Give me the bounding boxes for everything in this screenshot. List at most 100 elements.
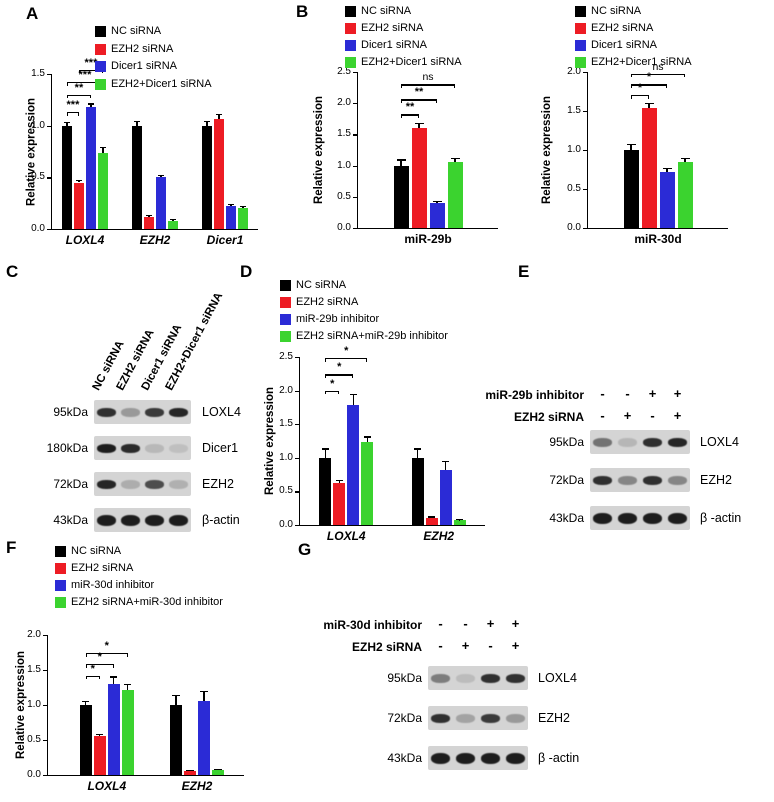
blot-strip (94, 472, 191, 496)
significance-label: * (646, 71, 652, 84)
panel-label-e: E (518, 262, 530, 281)
sig-bracket (401, 114, 419, 116)
y-tick (47, 177, 51, 179)
y-tick (353, 228, 357, 230)
bar-ezh2-dicer1-sirna-mir-30d (677, 161, 693, 228)
sig-bracket-end (78, 69, 81, 74)
error-bar-cap (321, 448, 329, 450)
y-tick-label: 2.5 (279, 351, 293, 362)
treatment-label: miR-30d inhibitor (323, 618, 422, 632)
bar-ezh2-sirna-dicer1 (214, 119, 225, 229)
legend-label: NC siRNA (296, 279, 347, 291)
legend-color-swatch (280, 314, 291, 325)
sig-bracket-end (631, 73, 633, 78)
x-axis (47, 775, 244, 777)
y-tick (583, 111, 587, 113)
error-bar (206, 121, 208, 126)
error-bar (454, 158, 456, 163)
y-tick-label: 2.0 (27, 629, 41, 640)
legend-label: miR-30d inhibitor (71, 579, 155, 591)
sig-bracket-end (418, 114, 420, 118)
significance-label: * (104, 640, 109, 653)
panel-label-d: D (240, 262, 253, 281)
error-bar (431, 516, 433, 519)
bar-ezh2-sirna-loxl4 (93, 735, 106, 775)
y-tick-label: 0.5 (27, 734, 41, 745)
legend-label: EZH2+Dicer1 siRNA (591, 56, 692, 68)
blot-band (506, 673, 525, 683)
sig-bracket (631, 73, 685, 75)
blot-band (145, 443, 165, 453)
error-bar (66, 122, 68, 126)
treatment-symbol: - (625, 386, 630, 401)
protein-label: LOXL4 (538, 671, 577, 685)
bar-ezh2-sirna-ezh2 (144, 216, 154, 229)
error-bar-cap (363, 436, 371, 438)
legend-label: EZH2 siRNA (111, 42, 174, 55)
bar-ezh2-sirna-mir-30d-inhibitor-ezh2 (211, 770, 224, 775)
error-bar (417, 449, 419, 458)
x-category-label: Dicer1 (206, 233, 244, 247)
protein-label: LOXL4 (202, 405, 241, 419)
error-bar-cap (87, 103, 94, 105)
treatment-symbol: + (461, 638, 470, 653)
error-bar (352, 394, 354, 406)
legend-label: EZH2+Dicer1 siRNA (111, 77, 212, 90)
error-bar (400, 159, 402, 166)
y-tick (43, 670, 47, 672)
panel-g-western-blot: miR-30d inhibitor - - + + EZH2 siRNA - + - +95kDa… (300, 540, 630, 802)
sig-bracket-end (631, 95, 633, 99)
blot-band (120, 514, 140, 526)
bar-ezh2-sirna-ezh2 (425, 518, 438, 525)
sig-bracket (85, 664, 114, 666)
x-category-label: EZH2 (139, 233, 171, 247)
error-bar (366, 436, 368, 443)
significance-label: *** (84, 56, 98, 69)
error-bar-cap (680, 157, 690, 160)
blot-band (431, 713, 450, 723)
sig-bracket-end (401, 114, 403, 118)
treatment-symbol: - (600, 386, 605, 401)
bar-dicer1-sirna-dicer1 (226, 206, 237, 229)
y-tick-label: 1.5 (27, 664, 41, 675)
y-axis (587, 72, 589, 229)
y-tick-label: 1.0 (31, 119, 45, 131)
molecular-weight-label: 72kDa (387, 711, 422, 725)
y-tick (295, 357, 299, 359)
y-tick (583, 189, 587, 191)
blot-band (643, 475, 662, 485)
y-tick (295, 390, 299, 392)
treatment-symbol: + (673, 408, 682, 423)
error-bar-cap (170, 219, 176, 221)
sig-bracket (66, 82, 103, 84)
y-tick-label: 0.0 (27, 769, 41, 780)
legend-label: Dicer1 siRNA (361, 39, 428, 51)
error-bar (78, 180, 80, 183)
blot-band (668, 437, 687, 447)
y-axis-label: Relative expression (264, 386, 276, 496)
blot-band (643, 437, 662, 447)
y-tick-label: 0.0 (279, 519, 293, 530)
panel-b-mir29b-bar-chart: 0.0 0.5 1.0 1.5 2.0 2.5 Relative expression ** *… (300, 0, 518, 252)
sig-bracket-end (631, 84, 633, 88)
blot-band (145, 479, 165, 489)
y-tick-label: 1.5 (279, 418, 293, 430)
sig-bracket-end (89, 94, 92, 99)
treatment-symbol: - (600, 408, 605, 423)
sig-bracket-end (66, 112, 69, 116)
treatment-symbol: - (650, 408, 655, 423)
molecular-weight-label: 43kDa (387, 751, 422, 765)
y-tick (583, 72, 587, 74)
error-bar-cap (134, 120, 140, 123)
error-bar (218, 114, 220, 120)
error-bar-cap (396, 159, 406, 161)
treatment-symbol: - (488, 638, 493, 653)
y-tick-label: 1.0 (279, 451, 293, 463)
error-bar-cap (99, 146, 106, 148)
blot-band (618, 512, 637, 524)
error-bar (418, 123, 420, 129)
y-tick-label: 2.0 (567, 66, 581, 77)
protein-label: EZH2 (202, 477, 234, 491)
treatment-symbol: + (511, 616, 520, 631)
error-bar-cap (146, 214, 152, 217)
